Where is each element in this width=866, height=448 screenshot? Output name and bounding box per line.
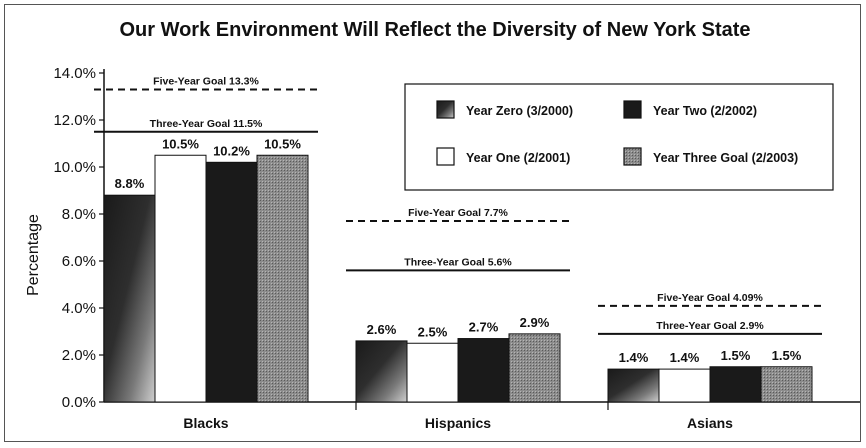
three-year-goal-label: Three-Year Goal 5.6% (404, 256, 512, 268)
bar (103, 194, 156, 403)
legend-swatch (623, 100, 642, 119)
data-label: 1.4% (670, 350, 700, 365)
legend: Year Zero (3/2000) Year Two (2/2002) Year … (404, 83, 834, 191)
data-label: 2.5% (418, 324, 448, 339)
category-label: Blacks (183, 415, 228, 431)
goal-lines: Five-Year Goal 13.3% Three-Year Goal 11.5… (94, 75, 822, 335)
category-label: Asians (687, 415, 733, 431)
y-tick-label: 2.0% (62, 347, 96, 364)
legend-swatch (436, 100, 455, 119)
data-label: 2.9% (520, 315, 550, 330)
data-label: 1.4% (619, 350, 649, 365)
y-tick-label: 0.0% (62, 394, 96, 411)
data-label: 10.5% (162, 136, 199, 151)
data-label: 1.5% (772, 348, 802, 363)
bar (457, 338, 510, 403)
bar-chart: Our Work Environment Will Reflect the Di… (25, 19, 860, 431)
x-axis: Blacks Hispanics Asians (104, 401, 860, 431)
data-label: 8.8% (115, 176, 145, 191)
legend-box (404, 83, 834, 191)
legend-label: Year Two (2/2002) (653, 104, 757, 118)
legend-label: Year Zero (3/2000) (466, 104, 573, 118)
y-axis-label: Percentage (25, 214, 42, 296)
legend-swatch (436, 147, 455, 166)
bar (406, 342, 459, 403)
data-label: 2.6% (367, 322, 397, 337)
bar (205, 161, 258, 403)
bar (355, 340, 408, 403)
bar (154, 154, 207, 403)
data-label: 10.5% (264, 136, 301, 151)
data-label: 10.2% (213, 143, 250, 158)
legend-swatch (623, 147, 642, 166)
five-year-goal-label: Five-Year Goal 13.3% (153, 75, 259, 87)
bar (760, 366, 813, 403)
five-year-goal-label: Five-Year Goal 7.7% (408, 207, 508, 219)
chart-frame: Our Work Environment Will Reflect the Di… (4, 4, 861, 442)
chart-title: Our Work Environment Will Reflect the Di… (119, 19, 750, 41)
y-tick-label: 4.0% (62, 300, 96, 317)
y-tick-label: 10.0% (53, 159, 96, 176)
five-year-goal-label: Five-Year Goal 4.09% (657, 292, 763, 304)
bars (103, 154, 813, 403)
bar (256, 154, 309, 403)
data-labels: 8.8% 10.5% 10.2% 10.5% 2.6% 2.5% 2.7% 2.9% 1.4% 1… (115, 136, 802, 365)
y-tick-label: 12.0% (53, 112, 96, 129)
legend-label: Year Three Goal (2/2003) (653, 151, 798, 165)
bar (658, 368, 711, 403)
three-year-goal-label: Three-Year Goal 2.9% (656, 320, 764, 332)
data-label: 1.5% (721, 348, 751, 363)
bar (508, 333, 561, 403)
data-label: 2.7% (469, 320, 499, 335)
y-tick-label: 14.0% (53, 65, 96, 82)
bar (607, 368, 660, 403)
y-axis: 0.0% 2.0% 4.0% 6.0% 8.0% 10.0% 12.0% 14.0% (53, 65, 105, 411)
bar (709, 366, 762, 403)
y-tick-label: 6.0% (62, 253, 96, 270)
y-tick-label: 8.0% (62, 206, 96, 223)
category-label: Hispanics (425, 415, 491, 431)
three-year-goal-label: Three-Year Goal 11.5% (150, 118, 263, 130)
legend-label: Year One (2/2001) (466, 151, 570, 165)
